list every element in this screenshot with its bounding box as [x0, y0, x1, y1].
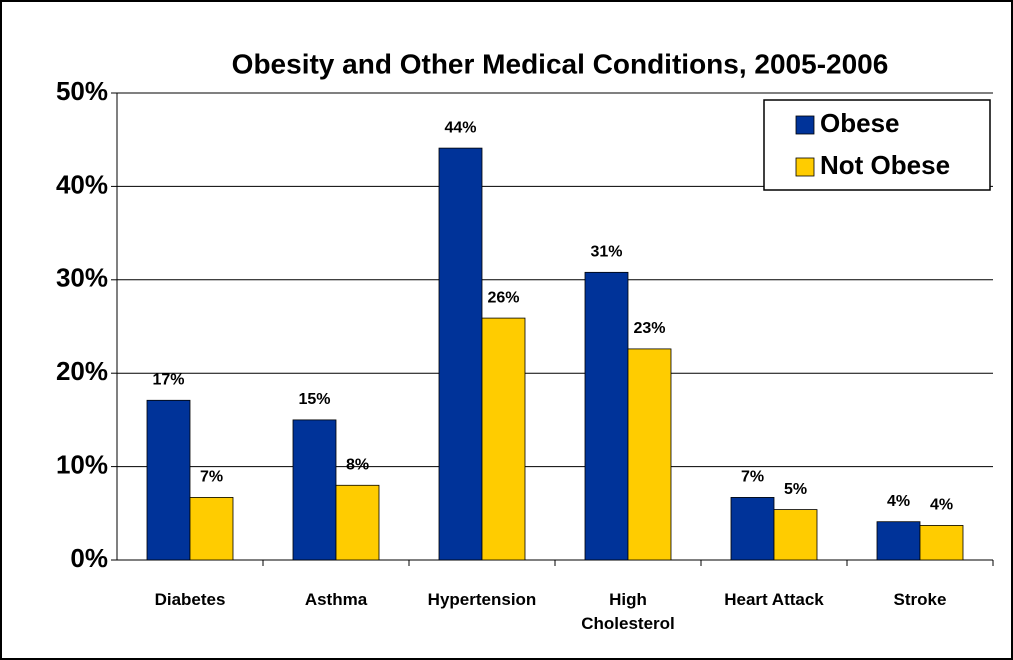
bar: [481, 317, 526, 561]
bar: [773, 509, 818, 561]
bar: [876, 521, 921, 561]
value-label: 4%: [887, 493, 910, 510]
y-tick-label: 10%: [56, 449, 108, 479]
y-tick-label: 20%: [56, 356, 108, 386]
x-tick-label: Diabetes: [154, 590, 226, 609]
value-label: 5%: [784, 481, 807, 498]
legend-swatch: [795, 115, 815, 135]
bar: [730, 497, 775, 561]
value-label: 23%: [633, 320, 665, 337]
x-tick-label: High Cholesterol: [581, 590, 675, 633]
x-tick-label: Heart Attack: [724, 590, 824, 609]
bar: [146, 399, 191, 561]
value-label: 7%: [741, 469, 764, 486]
bar: [292, 419, 337, 561]
x-tick-label: Stroke: [893, 590, 947, 609]
bar: [189, 497, 234, 561]
value-label: 44%: [444, 119, 476, 136]
y-tick-label: 30%: [56, 263, 108, 293]
value-label: 15%: [298, 391, 330, 408]
legend-label: Obese: [820, 108, 900, 138]
value-label: 4%: [930, 497, 953, 514]
legend-swatch: [795, 157, 815, 177]
value-label: 8%: [346, 456, 369, 473]
y-tick-label: 50%: [56, 76, 108, 106]
y-tick-label: 40%: [56, 169, 108, 199]
value-label: 31%: [590, 244, 622, 261]
bar: [438, 147, 483, 561]
bar: [627, 348, 672, 561]
y-tick-label: 0%: [70, 543, 108, 573]
value-label: 17%: [152, 372, 184, 389]
bar: [919, 525, 964, 561]
x-tick-label: Hypertension: [427, 590, 537, 609]
value-label: 7%: [200, 469, 223, 486]
bar: [584, 271, 629, 561]
value-label: 26%: [487, 289, 519, 306]
legend-label: Not Obese: [820, 150, 950, 180]
bar: [335, 484, 380, 561]
x-tick-label: Asthma: [304, 590, 368, 609]
chart-title: Obesity and Other Medical Conditions, 20…: [232, 48, 889, 79]
